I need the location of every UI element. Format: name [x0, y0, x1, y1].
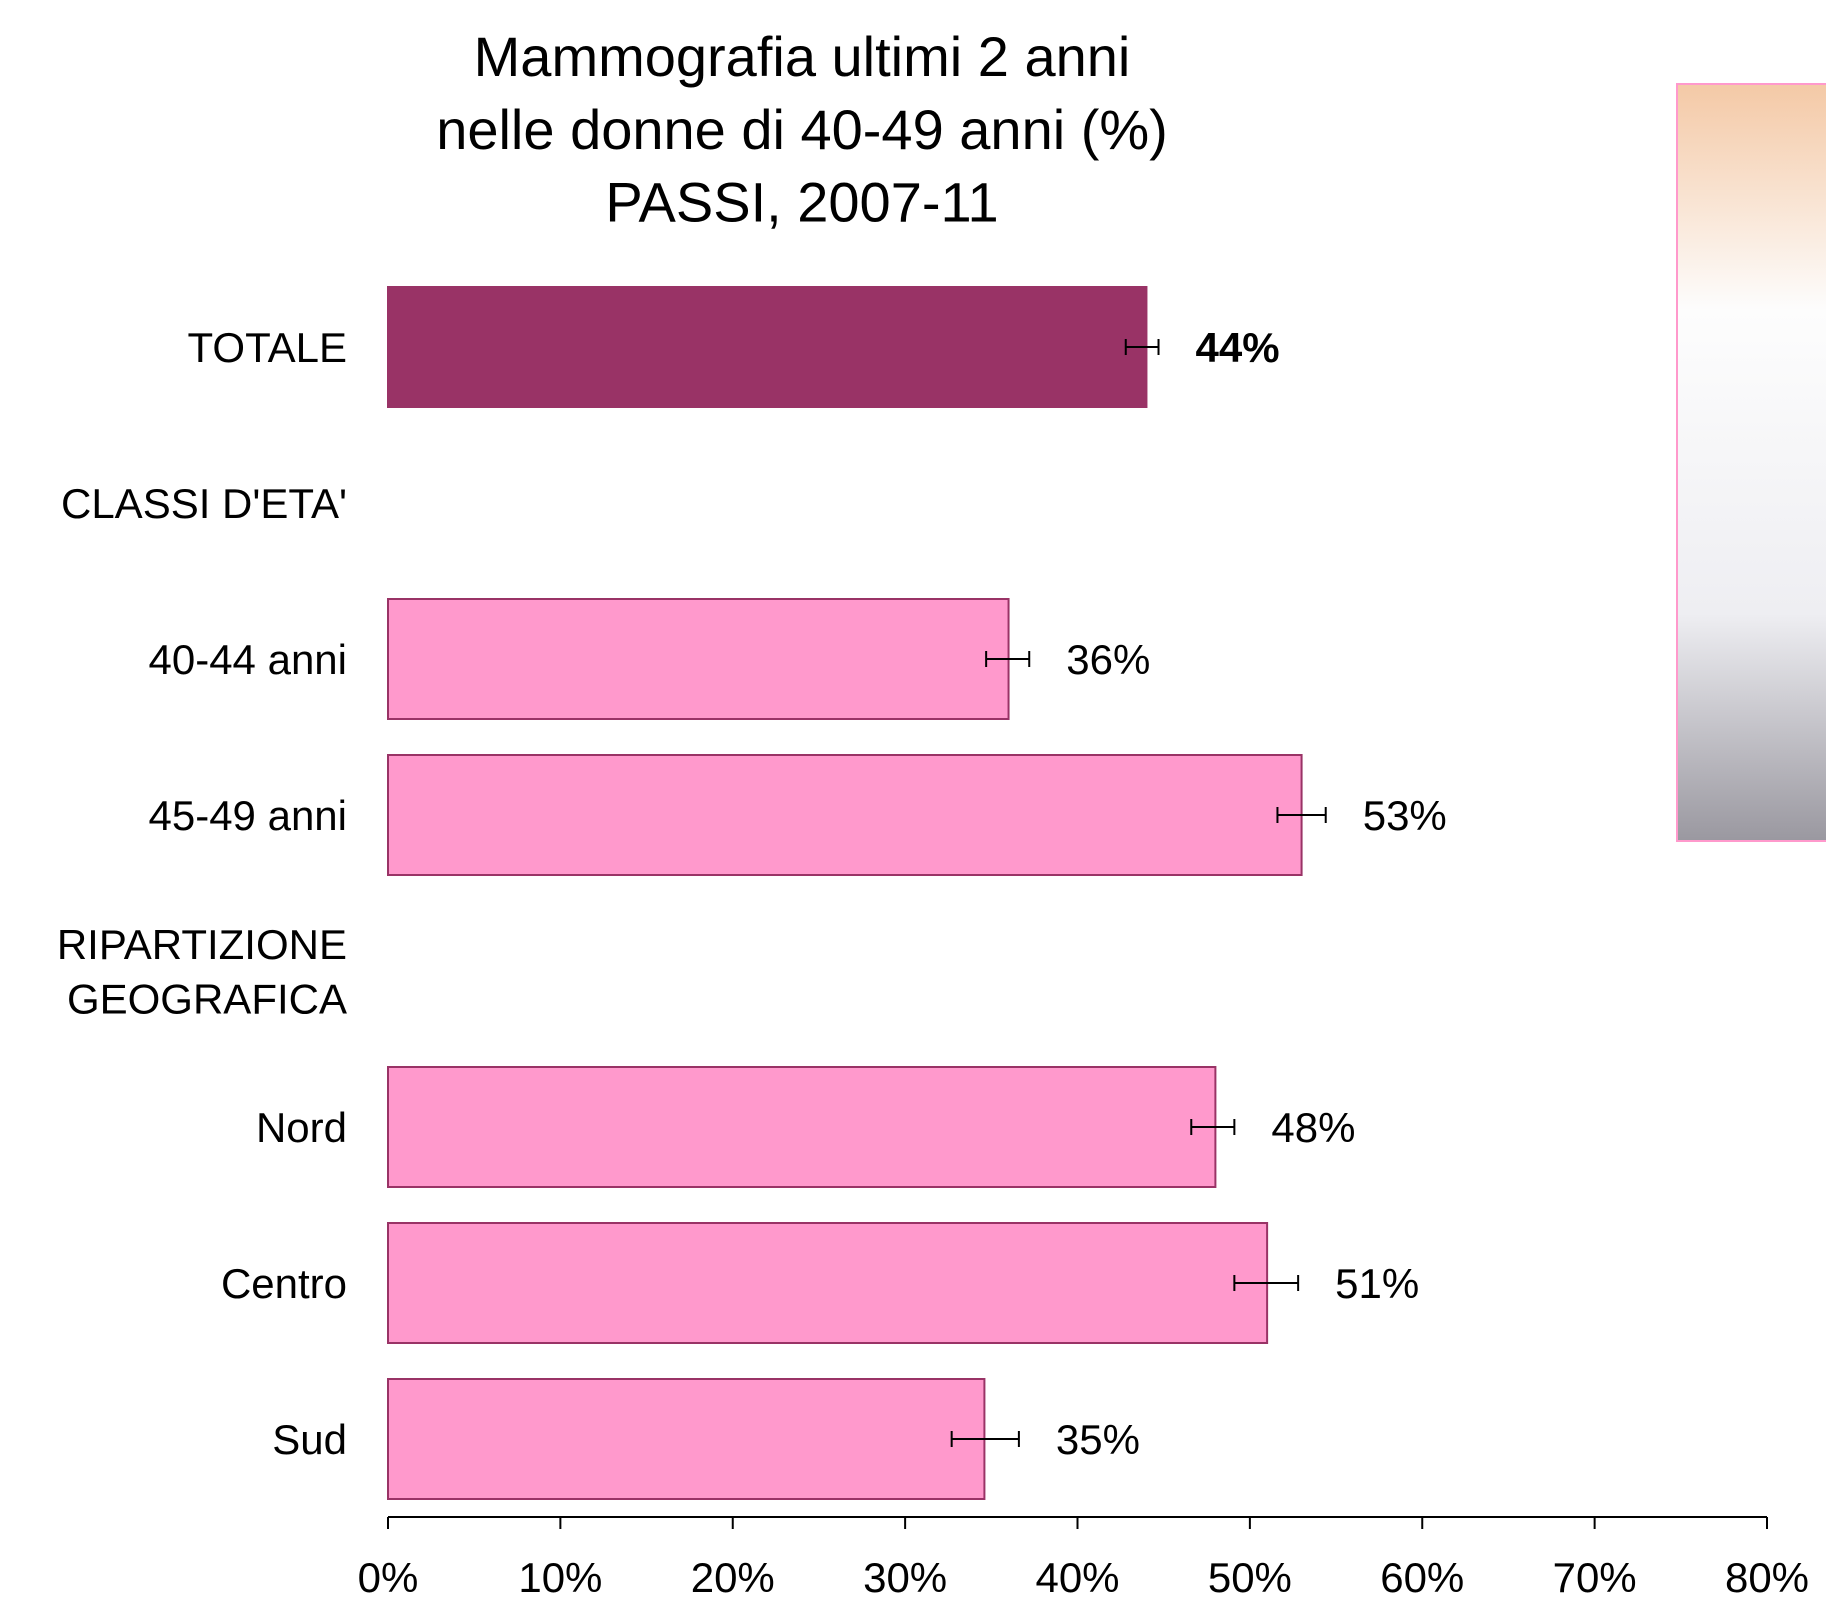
x-tick-label: 30%: [863, 1554, 947, 1601]
x-tick-label: 40%: [1035, 1554, 1119, 1601]
y-tick-label: Nord: [256, 1104, 347, 1151]
value-label: 51%: [1335, 1260, 1419, 1307]
page: {"chart_data": {"type": "bar", "orientat…: [0, 0, 1826, 1606]
y-tick-label: 40-44 anni: [149, 636, 348, 683]
x-tick-label: 70%: [1553, 1554, 1637, 1601]
bar: [388, 1379, 984, 1499]
x-tick-label: 60%: [1380, 1554, 1464, 1601]
y-tick-label: TOTALE: [188, 324, 348, 371]
value-label: 36%: [1066, 636, 1150, 683]
y-tick-label: 45-49 anni: [149, 792, 348, 839]
x-tick-label: 10%: [518, 1554, 602, 1601]
bar: [388, 287, 1146, 407]
bar: [388, 599, 1009, 719]
value-label: 44%: [1196, 324, 1280, 371]
bar: [388, 1223, 1267, 1343]
value-label: 53%: [1363, 792, 1447, 839]
y-tick-label: CLASSI D'ETA': [61, 480, 347, 527]
x-tick-label: 20%: [691, 1554, 775, 1601]
y-tick-label: Sud: [272, 1416, 347, 1463]
value-label: 35%: [1056, 1416, 1140, 1463]
photo: [1677, 84, 1826, 841]
chart: Mammografia ultimi 2 anninelle donne di …: [0, 0, 1826, 1606]
bar: [388, 755, 1302, 875]
value-label: 48%: [1271, 1104, 1355, 1151]
x-tick-label: 50%: [1208, 1554, 1292, 1601]
y-tick-label: Centro: [221, 1260, 347, 1307]
bar: [388, 1067, 1215, 1187]
x-tick-label: 80%: [1725, 1554, 1809, 1601]
x-tick-label: 0%: [358, 1554, 419, 1601]
